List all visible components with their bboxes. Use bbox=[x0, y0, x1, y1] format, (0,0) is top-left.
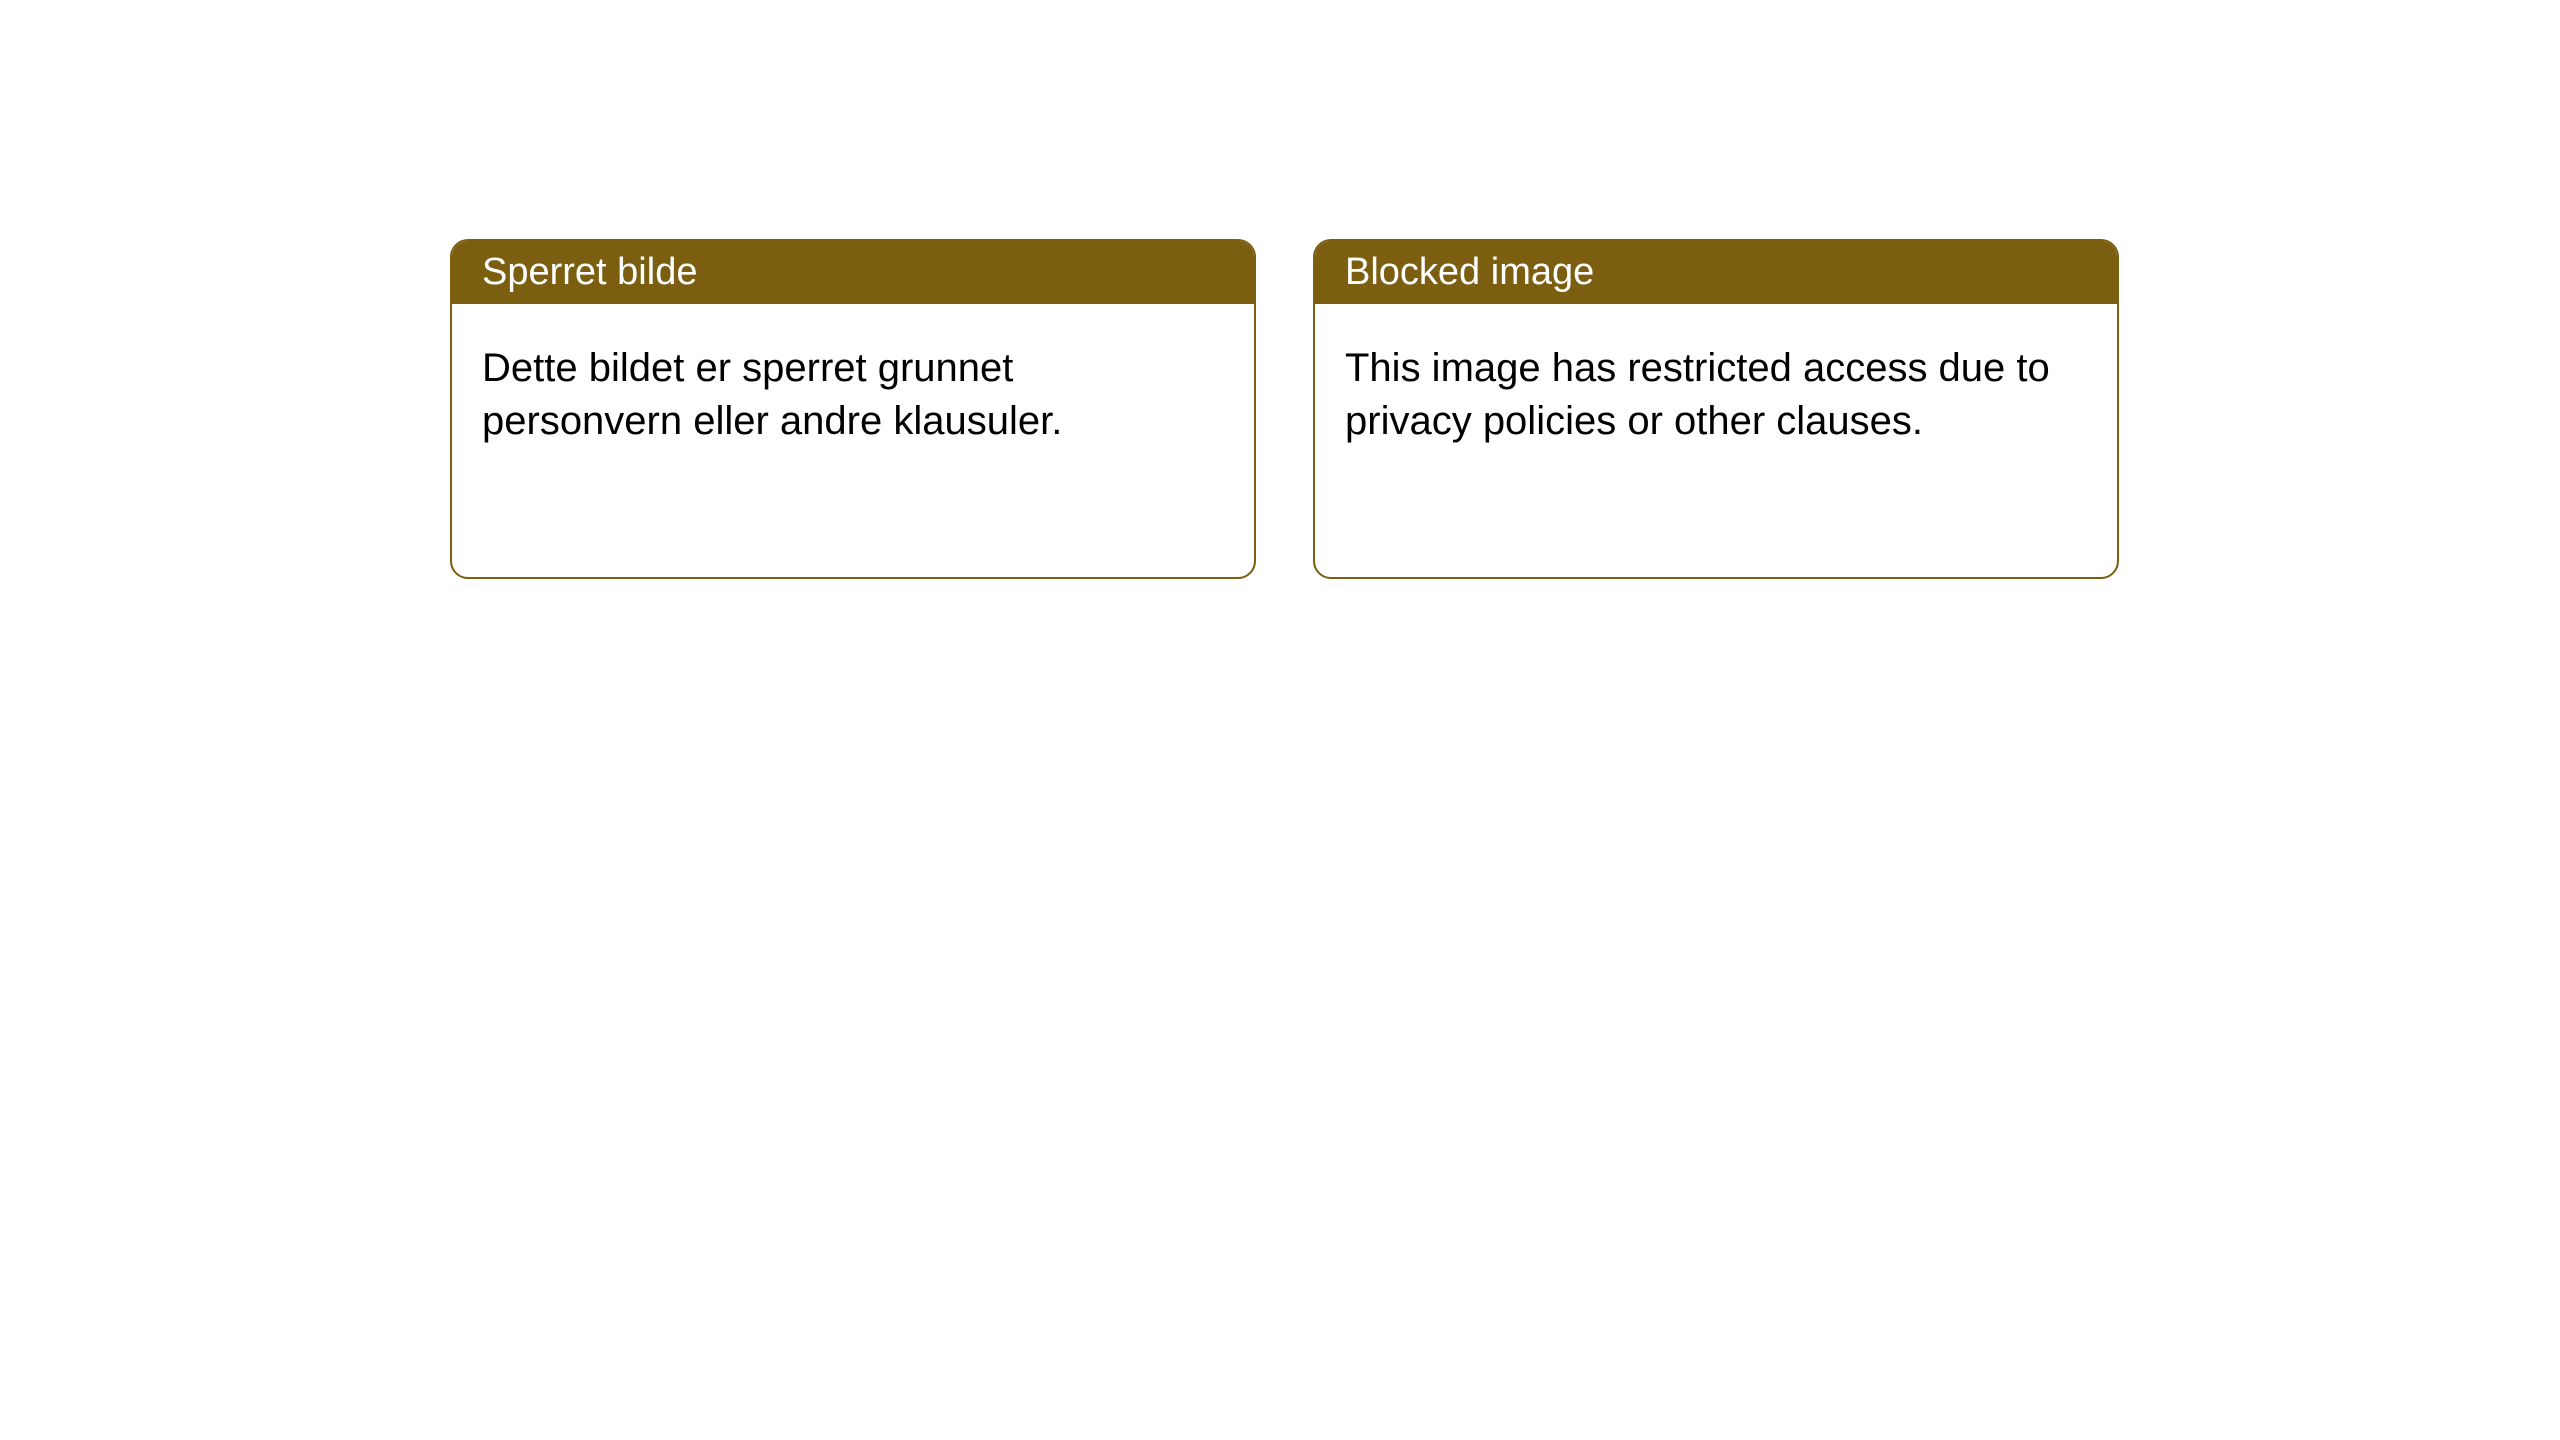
blocked-image-notices: Sperret bilde Dette bildet er sperret gr… bbox=[450, 239, 2119, 579]
notice-body-norwegian: Dette bildet er sperret grunnet personve… bbox=[452, 304, 1254, 486]
notice-card-english: Blocked image This image has restricted … bbox=[1313, 239, 2119, 579]
notice-card-norwegian: Sperret bilde Dette bildet er sperret gr… bbox=[450, 239, 1256, 579]
notice-title-english: Blocked image bbox=[1315, 241, 2117, 304]
notice-title-norwegian: Sperret bilde bbox=[452, 241, 1254, 304]
notice-body-english: This image has restricted access due to … bbox=[1315, 304, 2117, 486]
